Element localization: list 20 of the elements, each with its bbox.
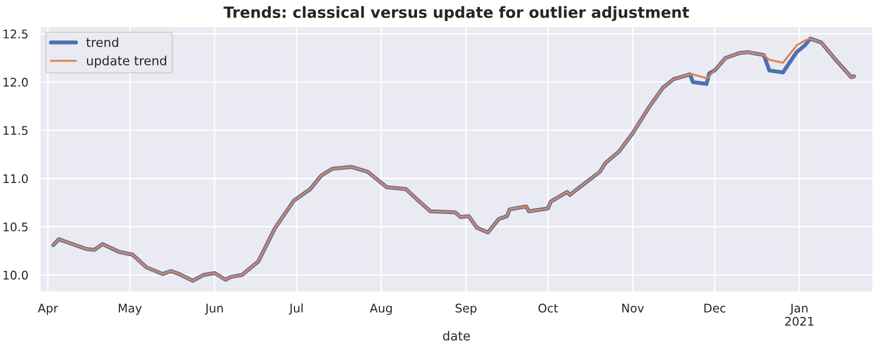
y-tick-label: 10.5 bbox=[4, 222, 28, 232]
x-tick-label: Jul bbox=[288, 303, 303, 315]
chart-title: Trends: classical versus update for outlier adjustment bbox=[224, 6, 689, 22]
y-tick-label: 10.0 bbox=[4, 270, 28, 280]
x-tick-label: Apr bbox=[38, 304, 58, 315]
legend-label: update trend bbox=[87, 56, 166, 68]
y-tick-label: 12.0 bbox=[4, 78, 28, 87]
x-tick-label: Sep bbox=[456, 304, 476, 315]
y-tick-label: 11.0 bbox=[4, 174, 28, 184]
x-tick-label: May bbox=[118, 304, 142, 315]
x-tick-label: Jan 2021 bbox=[785, 304, 814, 326]
x-tick-label: Dec bbox=[704, 304, 726, 313]
y-tick-label: 11.5 bbox=[4, 126, 28, 135]
x-tick-label: Oct bbox=[538, 304, 558, 313]
x-tick-label: Nov bbox=[622, 304, 644, 313]
x-tick-label: Aug bbox=[370, 304, 392, 315]
legend-label: trend bbox=[86, 37, 118, 48]
x-tick-label: Jun bbox=[204, 304, 223, 315]
y-tick-label: 12.5 bbox=[4, 30, 28, 38]
x-axis-title: date bbox=[443, 330, 470, 341]
